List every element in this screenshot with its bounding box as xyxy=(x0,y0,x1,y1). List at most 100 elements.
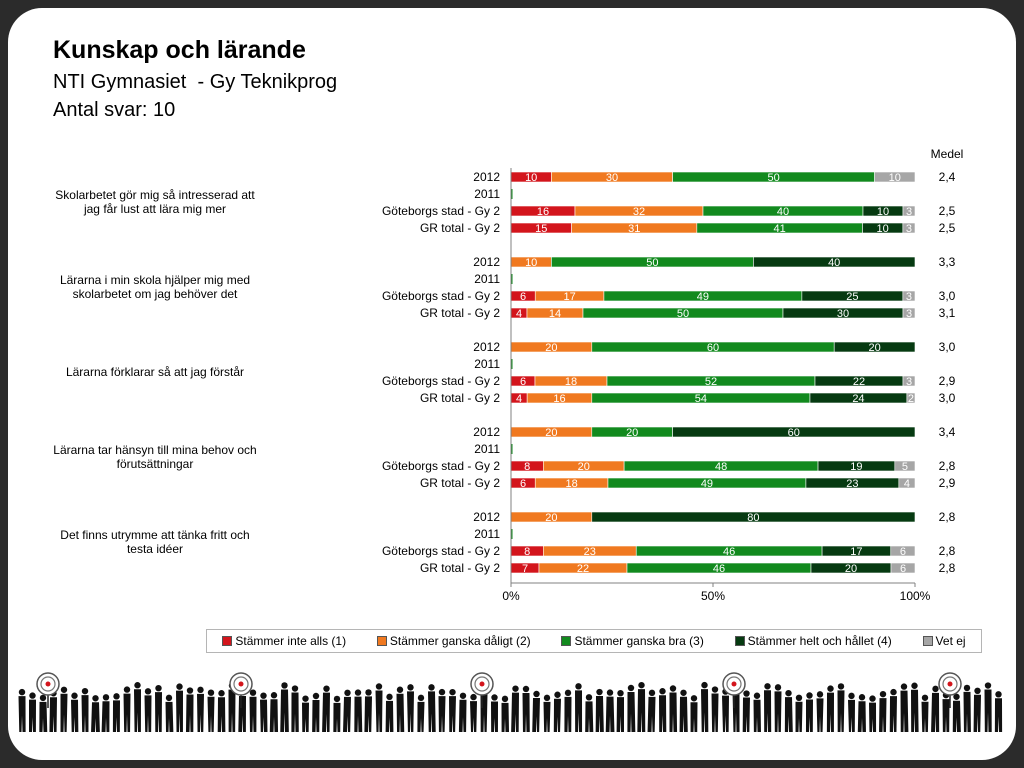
person-silhouette-body xyxy=(879,698,887,732)
person-silhouette-head xyxy=(333,695,341,703)
person-silhouette-body xyxy=(438,696,446,732)
person-silhouette-body xyxy=(144,695,152,732)
person-silhouette-body xyxy=(396,693,405,732)
person-silhouette-body xyxy=(984,689,992,732)
person-silhouette-body xyxy=(112,700,120,732)
person-silhouette-body xyxy=(911,689,919,732)
person-silhouette-head xyxy=(417,694,425,702)
person-silhouette-head xyxy=(29,692,36,699)
legend-swatch xyxy=(376,636,387,646)
person-silhouette-body xyxy=(869,702,877,732)
target-bullseye xyxy=(731,681,737,687)
category-label: GR total - Gy 2 xyxy=(420,221,500,235)
medel-value: 2,5 xyxy=(939,221,956,235)
data-label: 49 xyxy=(701,478,713,490)
bar-segment-empty xyxy=(511,359,513,369)
person-silhouette-head xyxy=(774,684,782,691)
bar-segment-empty xyxy=(511,529,513,539)
data-label: 46 xyxy=(713,563,725,575)
person-silhouette-head xyxy=(323,685,330,692)
data-label: 10 xyxy=(877,223,889,235)
legend-item: Vet ej xyxy=(922,634,966,648)
data-label: 30 xyxy=(837,308,849,320)
data-label: 20 xyxy=(545,427,557,439)
data-label: 3 xyxy=(906,223,912,235)
person-silhouette-head xyxy=(858,694,866,701)
person-silhouette-head xyxy=(501,695,509,703)
data-label: 10 xyxy=(525,257,537,269)
bar-segment-empty xyxy=(511,274,513,284)
person-silhouette-head xyxy=(260,692,267,699)
medel-value: 2,9 xyxy=(939,476,956,490)
legend-label: Vet ej xyxy=(935,634,966,648)
person-silhouette-head xyxy=(428,684,435,691)
person-silhouette-body xyxy=(605,696,615,732)
person-silhouette-body xyxy=(249,696,257,732)
person-silhouette-body xyxy=(921,701,929,732)
data-label: 3 xyxy=(906,308,912,320)
footer-silhouettes-decoration xyxy=(18,672,1003,732)
data-label: 24 xyxy=(852,393,864,405)
legend-label: Stämmer ganska dåligt (2) xyxy=(389,634,531,648)
person-silhouette-head xyxy=(218,690,225,697)
data-label: 50 xyxy=(677,308,689,320)
medel-header: Medel xyxy=(931,147,964,161)
data-label: 20 xyxy=(845,563,857,575)
person-silhouette-body xyxy=(364,696,372,732)
bar-segment xyxy=(902,307,916,319)
bar-segment-empty xyxy=(511,444,513,454)
question-label: Lärarna i min skola hjälper mig med skol… xyxy=(59,273,251,301)
person-silhouette-body xyxy=(417,701,425,732)
person-silhouette-head xyxy=(92,695,99,702)
question-label: Skolarbetet gör mig så intresserad att j… xyxy=(55,188,255,216)
person-silhouette-head xyxy=(764,683,771,690)
legend-swatch xyxy=(734,636,745,646)
person-silhouette-body xyxy=(291,692,299,732)
data-label: 0 xyxy=(916,342,922,354)
person-silhouette-body xyxy=(973,694,981,732)
medel-value: 2,8 xyxy=(939,561,956,575)
person-silhouette-head xyxy=(281,682,288,689)
person-silhouette-body xyxy=(49,697,57,732)
data-label: 6 xyxy=(900,563,906,575)
data-label: 54 xyxy=(695,393,707,405)
person-silhouette-body xyxy=(428,691,436,732)
data-label: 5 xyxy=(902,461,908,473)
person-silhouette-head xyxy=(596,688,603,696)
person-silhouette-head xyxy=(953,693,960,700)
person-silhouette-body xyxy=(322,692,330,732)
person-silhouette-head xyxy=(911,682,918,689)
person-silhouette-head xyxy=(491,694,498,701)
medel-value: 2,9 xyxy=(939,374,956,388)
person-silhouette-head xyxy=(974,687,981,695)
bar-segment xyxy=(894,460,916,472)
person-silhouette-head xyxy=(638,681,645,689)
person-silhouette-body xyxy=(511,692,519,732)
person-silhouette-head xyxy=(197,686,204,694)
person-silhouette-body xyxy=(280,689,289,732)
person-silhouette-head xyxy=(449,688,456,696)
person-silhouette-head xyxy=(291,685,299,692)
person-silhouette-head xyxy=(554,691,561,698)
person-silhouette-body xyxy=(18,696,26,732)
person-silhouette-body xyxy=(784,697,793,732)
legend-swatch xyxy=(922,636,933,646)
bar-segment xyxy=(833,341,916,353)
data-label: 18 xyxy=(565,478,577,490)
person-silhouette-head xyxy=(564,689,572,697)
data-label: 15 xyxy=(535,223,547,235)
person-silhouette-body xyxy=(543,701,551,732)
person-silhouette-body xyxy=(101,701,110,732)
data-label: 20 xyxy=(626,427,638,439)
data-label: 0 xyxy=(916,427,922,439)
person-silhouette-head xyxy=(753,692,761,699)
person-silhouette-head xyxy=(701,681,708,689)
x-tick-label: 100% xyxy=(900,589,931,603)
person-silhouette-body xyxy=(742,697,750,732)
person-silhouette-head xyxy=(60,686,68,693)
category-label: Göteborgs stad - Gy 2 xyxy=(382,544,500,558)
person-silhouette-head xyxy=(39,694,47,702)
person-silhouette-body xyxy=(564,696,572,732)
person-silhouette-body xyxy=(123,693,131,732)
person-silhouette-head xyxy=(816,691,824,698)
